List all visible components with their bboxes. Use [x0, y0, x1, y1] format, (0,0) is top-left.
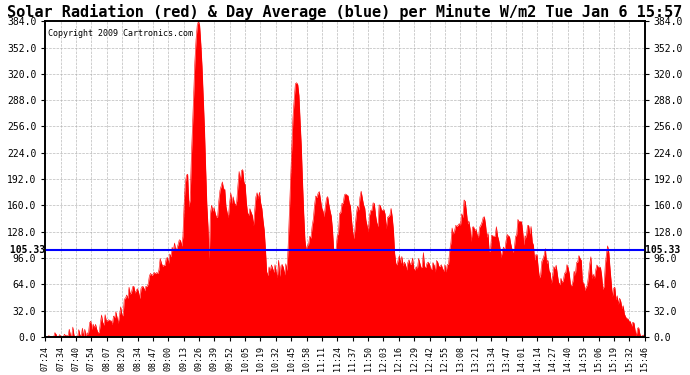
Text: Copyright 2009 Cartronics.com: Copyright 2009 Cartronics.com — [48, 29, 193, 38]
Title: Solar Radiation (red) & Day Average (blue) per Minute W/m2 Tue Jan 6 15:57: Solar Radiation (red) & Day Average (blu… — [8, 4, 682, 20]
Text: 105.33: 105.33 — [644, 245, 686, 255]
Text: 105.33: 105.33 — [4, 245, 46, 255]
